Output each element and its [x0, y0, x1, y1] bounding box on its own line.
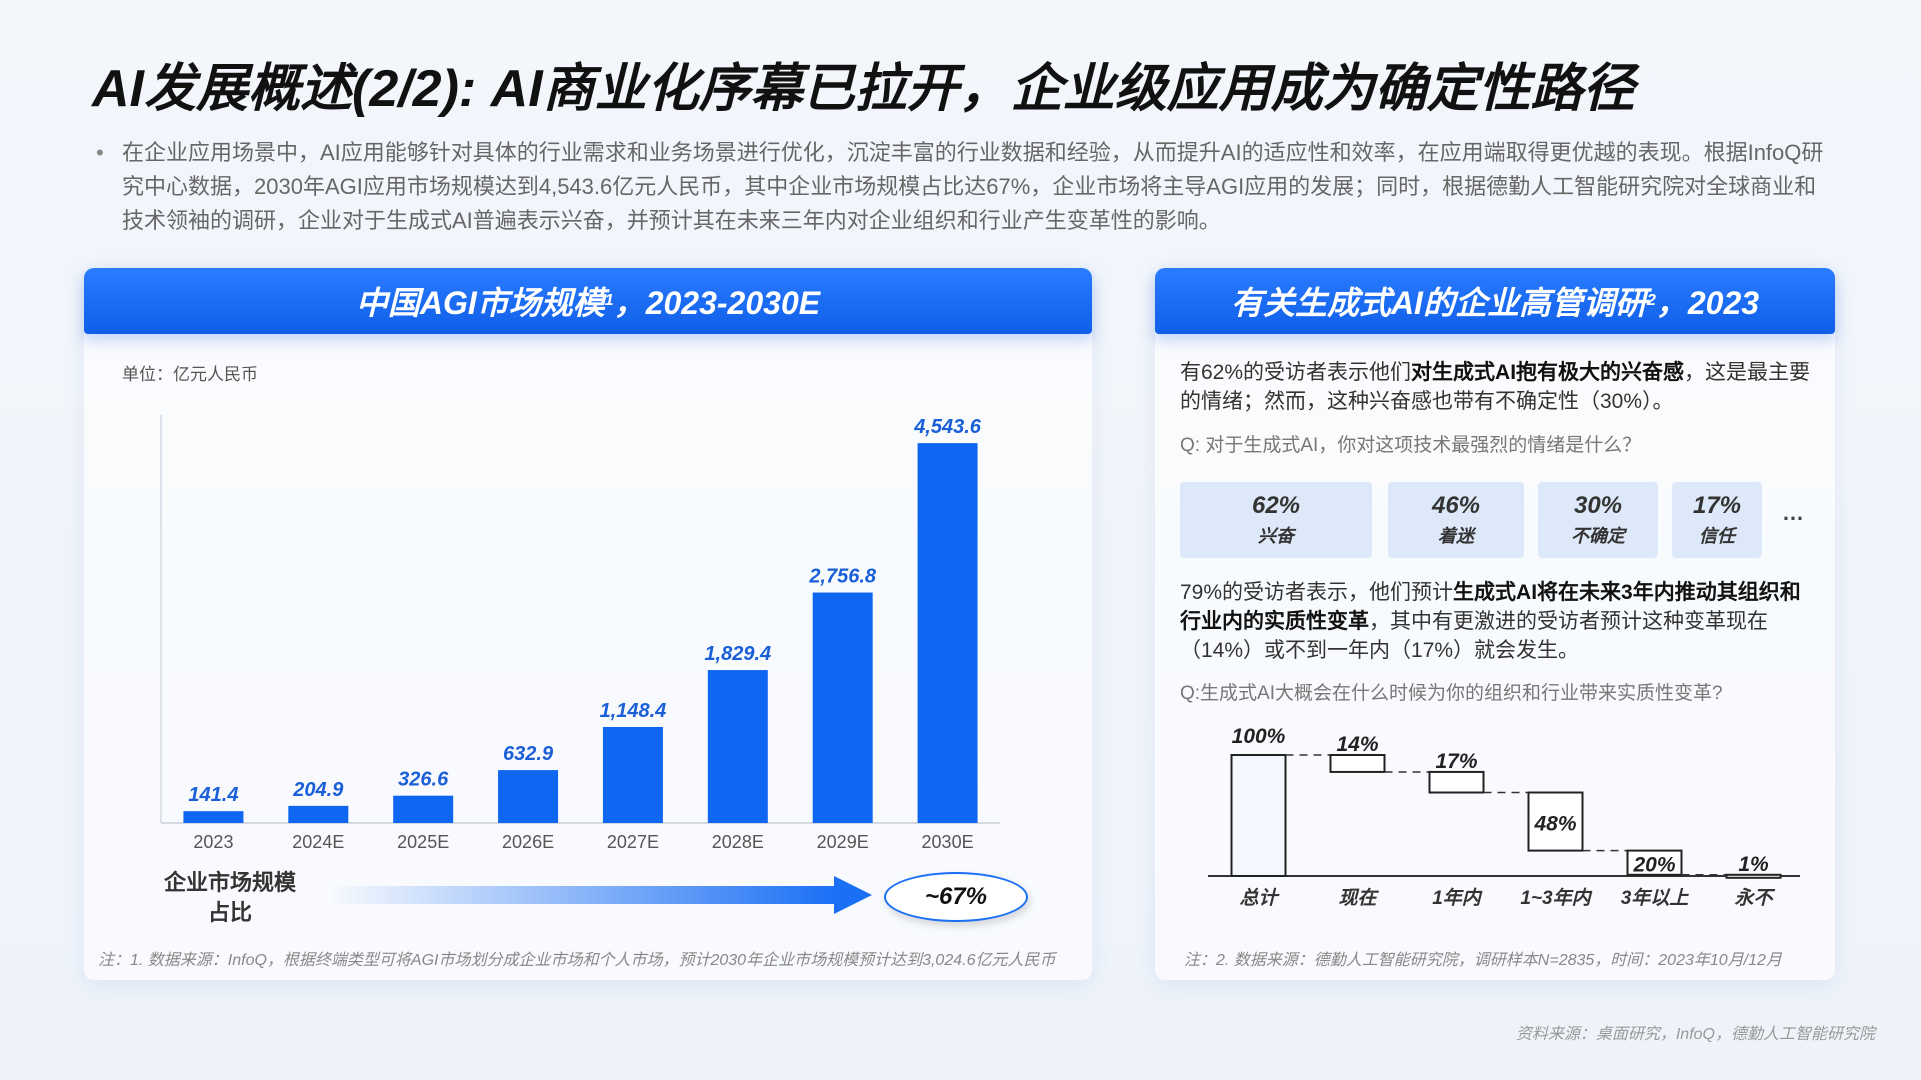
survey-header-sup: 2: [1646, 292, 1656, 309]
bar-value-label: 1,829.4: [704, 643, 771, 665]
page-title: AI发展概述(2/2): AI商业化序幕已拉开，企业级应用成为确定性路径: [92, 60, 1635, 118]
bar-value-label: 632.9: [503, 743, 554, 765]
bar-value-label: 2,756.8: [808, 566, 877, 588]
chip-label: 不确定: [1571, 526, 1625, 546]
bar-2030E: [917, 443, 978, 823]
survey-text-2: 79%的受访者表示，他们预计生成式AI将在未来3年内推动其组织和行业内的实质性变…: [1180, 578, 1820, 665]
emotion-chip-excited: 62% 兴奋: [1180, 482, 1372, 558]
bar-2026E: [498, 770, 559, 823]
left-note: 注：1. 数据来源：InfoQ，根据终端类型可将AGI市场划分成企业市场和个人市…: [98, 952, 1056, 969]
chip-label: 信任: [1699, 526, 1735, 546]
bar-value-label: 141.4: [188, 784, 238, 806]
emotion-chip-fascinated: 46% 着迷: [1388, 482, 1524, 558]
survey-header: 有关生成式AI的企业高管调研 2 ，2023: [1155, 268, 1835, 334]
more-ellipsis: …: [1782, 500, 1804, 525]
x-tick-label: 2024E: [292, 832, 344, 852]
x-tick-label: 2025E: [397, 832, 449, 852]
survey-question-1: Q: 对于生成式AI，你对这项技术最强烈的情绪是什么？: [1180, 435, 1642, 456]
x-tick-label: 2027E: [607, 832, 659, 852]
survey-header-suffix: ，2023: [1655, 285, 1760, 321]
survey-text-1c: ，这是最主要的情绪；然而，这种兴奋感也带有不确定性（30%）。: [1180, 361, 1811, 413]
survey-panel: 有关生成式AI的企业高管调研 2 ，2023: [1155, 268, 1835, 980]
x-tick-label: 2029E: [817, 832, 869, 852]
survey-text-1: 有62%的受访者表示他们对生成式AI抱有极大的兴奋感，这是最主要的情绪；然而，这…: [1180, 358, 1820, 416]
chip-label: 着迷: [1438, 526, 1474, 546]
survey-header-text: 有关生成式AI的企业高管调研: [1230, 285, 1647, 321]
market-size-header: 中国AGI市场规模 1 ，2023-2030E: [84, 268, 1092, 334]
bar-2025E: [393, 795, 454, 823]
market-size-header-sup: 1: [604, 292, 614, 309]
bar-value-label: 204.9: [292, 779, 344, 801]
bar-value-label: 1,148.4: [600, 700, 667, 722]
bar-2028E: [707, 670, 768, 823]
chip-pct: 46%: [1431, 492, 1481, 519]
enterprise-share-label-line2: 占比: [207, 900, 252, 925]
bullet-icon: •: [96, 140, 104, 165]
survey-text-2c: ，其中有更激进的受访者预计这种变革现在（14%）或不到一年内（17%）就会发生。: [1180, 610, 1768, 662]
x-tick-label: 2026E: [502, 832, 554, 852]
emotion-chip-trust: 17% 信任: [1672, 482, 1762, 558]
bar-value-label: 326.6: [398, 769, 449, 791]
market-size-header-text: 中国AGI市场规模: [355, 285, 605, 321]
survey-text-1a: 有62%的受访者表示他们: [1180, 361, 1412, 384]
chip-pct: 17%: [1692, 492, 1742, 519]
bar-2023: [183, 811, 244, 823]
survey-question-2: Q:生成式AI大概会在什么时候为你的组织和行业带来实质性变革?: [1180, 683, 1723, 704]
chip-pct: 62%: [1251, 492, 1301, 519]
x-tick-label: 2023: [193, 832, 233, 852]
enterprise-share-value: ~67%: [884, 872, 1028, 922]
enterprise-share-label: 企业市场规模 占比: [150, 868, 310, 928]
enterprise-share-label-line1: 企业市场规模: [163, 870, 296, 895]
x-tick-label: 2028E: [712, 832, 764, 852]
unit-label: 单位：亿元人民币: [122, 365, 258, 384]
enterprise-share-arrow-shaft: [330, 886, 838, 904]
chip-pct: 30%: [1573, 492, 1623, 519]
bar-value-label: 4,543.6: [913, 416, 982, 438]
intro-text: 在企业应用场景中，AI应用能够针对具体的行业需求和业务场景进行优化，沉淀丰富的行…: [122, 140, 1824, 233]
right-note: 注：2. 数据来源：德勤人工智能研究院，调研样本N=2835，时间：2023年1…: [1184, 952, 1782, 969]
chip-label: 兴奋: [1258, 526, 1294, 546]
source-text: 资料来源：桌面研究，InfoQ，德勤人工智能研究院: [1515, 1026, 1875, 1043]
bar-2024E: [288, 805, 349, 823]
survey-text-2b: 生成式AI将在未来3年内推动其组织和行业内的实质性变革: [1180, 581, 1801, 633]
market-size-header-suffix: ，2023-2030E: [613, 285, 821, 321]
intro-paragraph: • 在企业应用场景中，AI应用能够针对具体的行业需求和业务场景进行优化，沉淀丰富…: [96, 136, 1836, 238]
arrow-right-icon: [834, 876, 872, 914]
x-tick-label: 2030E: [922, 832, 974, 852]
bar-2029E: [812, 592, 873, 823]
survey-text-2a: 79%的受访者表示，他们预计: [1180, 581, 1454, 604]
survey-text-1b: 对生成式AI抱有极大的兴奋感: [1411, 361, 1685, 384]
bar-2027E: [602, 726, 663, 823]
emotion-chip-uncertain: 30% 不确定: [1538, 482, 1658, 558]
